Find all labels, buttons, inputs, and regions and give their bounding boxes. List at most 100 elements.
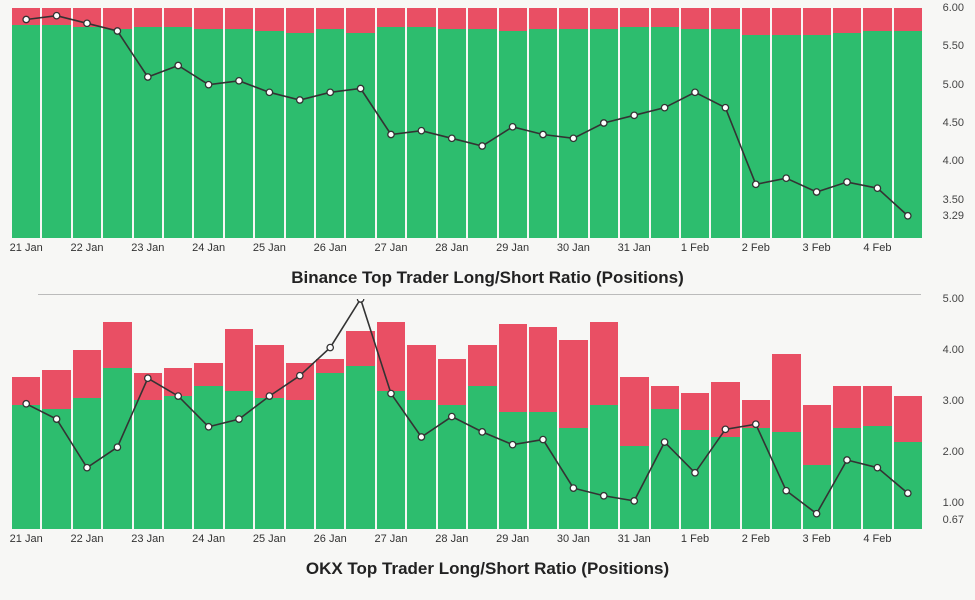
x-tick-label: 31 Jan (618, 533, 651, 545)
bar-segment-short (407, 8, 435, 27)
panel-divider (38, 294, 921, 295)
bar-segment-long (590, 29, 618, 238)
bar (42, 8, 70, 238)
x-tick-label: 21 Jan (10, 242, 43, 254)
bar-segment-long (73, 398, 101, 529)
x-tick-label: 26 Jan (314, 533, 347, 545)
x-tick-label: 22 Jan (70, 533, 103, 545)
bar-segment-short (681, 393, 709, 430)
bar-segment-long (225, 29, 253, 238)
bar-segment-long (377, 391, 405, 529)
bar-segment-short (346, 331, 374, 366)
bar-segment-long (103, 368, 131, 529)
bar-segment-long (620, 27, 648, 238)
bar (711, 382, 739, 529)
bar-segment-short (103, 8, 131, 29)
x-tick-label: 21 Jan (10, 533, 43, 545)
bar (742, 400, 770, 529)
bar-segment-long (164, 27, 192, 238)
bar (681, 393, 709, 529)
bar-segment-short (407, 345, 435, 400)
bar (681, 8, 709, 238)
bar (255, 8, 283, 238)
x-tick-label: 4 Feb (863, 533, 891, 545)
bar-segment-long (833, 428, 861, 529)
bar-segment-long (681, 430, 709, 529)
bar (772, 8, 800, 238)
bar-segment-long (772, 35, 800, 238)
x-tick-label: 28 Jan (435, 533, 468, 545)
x-tick-label: 1 Feb (681, 242, 709, 254)
bar-segment-long (134, 27, 162, 238)
bar-segment-short (286, 8, 314, 33)
bar-segment-short (255, 345, 283, 398)
bar-segment-short (529, 8, 557, 29)
bar (316, 359, 344, 529)
bar (499, 8, 527, 238)
x-tick-label: 22 Jan (70, 242, 103, 254)
bar-segment-short (255, 8, 283, 31)
bar-segment-short (711, 8, 739, 29)
bar-segment-long (651, 409, 679, 529)
bar-segment-long (438, 405, 466, 529)
bar (12, 8, 40, 238)
x-tick-label: 3 Feb (803, 242, 831, 254)
bar-segment-short (346, 8, 374, 33)
bar-segment-long (42, 409, 70, 529)
bar (833, 386, 861, 529)
y-tick-label: 4.00 (943, 344, 964, 356)
bar-segment-short (863, 386, 891, 425)
bar-segment-long (711, 29, 739, 238)
bar (346, 331, 374, 529)
y-tick-label: 5.00 (943, 293, 964, 305)
bar-segment-long (529, 412, 557, 529)
bar (164, 8, 192, 238)
bar-segment-short (164, 368, 192, 396)
bar (559, 340, 587, 529)
bar-segment-long (225, 391, 253, 529)
bar-segment-short (620, 8, 648, 27)
bar-segment-short (711, 382, 739, 437)
bar (438, 359, 466, 529)
bar (164, 368, 192, 529)
bar-segment-short (194, 8, 222, 29)
bar-segment-short (377, 322, 405, 391)
bar-segment-short (316, 359, 344, 373)
x-tick-label: 23 Jan (131, 533, 164, 545)
binance-chart-panel: 3.293.504.004.505.005.506.00 21 Jan22 Ja… (8, 8, 967, 288)
bar-segment-long (346, 366, 374, 529)
bar (12, 377, 40, 529)
bar-segment-long (42, 25, 70, 238)
bar (651, 386, 679, 529)
bar (73, 350, 101, 529)
bar-segment-long (651, 27, 679, 238)
bar-segment-long (407, 27, 435, 238)
bar (73, 8, 101, 238)
bar-segment-long (529, 29, 557, 238)
bar-segment-short (42, 8, 70, 25)
okx-chart-panel: 0.671.002.003.004.005.00 21 Jan22 Jan23 … (8, 299, 967, 579)
bar-segment-short (590, 322, 618, 405)
bar (499, 324, 527, 529)
bar-segment-long (103, 29, 131, 238)
bar-segment-short (863, 8, 891, 31)
bar-segment-short (833, 8, 861, 33)
bar-segment-short (468, 8, 496, 29)
bar-segment-long (316, 29, 344, 238)
bar (833, 8, 861, 238)
bar (438, 8, 466, 238)
y-tick-label: 0.67 (943, 514, 964, 526)
bar-segment-short (742, 8, 770, 35)
x-tick-label: 29 Jan (496, 242, 529, 254)
bar-segment-long (12, 405, 40, 529)
bar-segment-long (134, 400, 162, 529)
bar (620, 8, 648, 238)
bar (590, 8, 618, 238)
bar-segment-long (407, 400, 435, 529)
bar (407, 8, 435, 238)
x-tick-label: 29 Jan (496, 533, 529, 545)
okx-x-axis: 21 Jan22 Jan23 Jan24 Jan25 Jan26 Jan27 J… (12, 533, 926, 549)
x-tick-label: 1 Feb (681, 533, 709, 545)
bar (620, 377, 648, 529)
bar (316, 8, 344, 238)
